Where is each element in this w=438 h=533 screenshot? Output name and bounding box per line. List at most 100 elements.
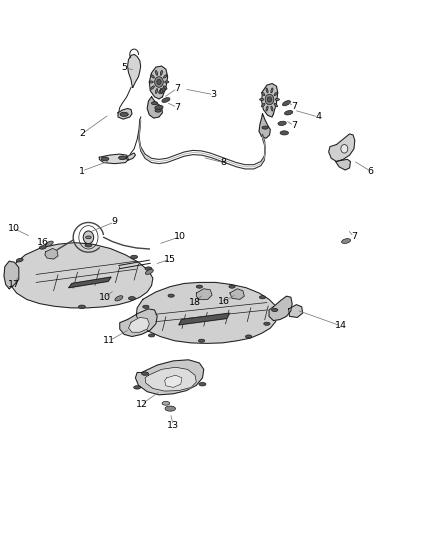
Ellipse shape — [145, 269, 153, 274]
Polygon shape — [69, 277, 111, 288]
Polygon shape — [230, 289, 244, 300]
Text: 14: 14 — [335, 321, 347, 330]
Ellipse shape — [155, 106, 163, 110]
Ellipse shape — [266, 88, 268, 93]
Text: 10: 10 — [7, 224, 20, 233]
Ellipse shape — [261, 92, 265, 95]
Ellipse shape — [264, 322, 270, 325]
Ellipse shape — [261, 103, 265, 107]
Text: 11: 11 — [103, 336, 115, 345]
Ellipse shape — [131, 255, 138, 259]
Text: 6: 6 — [367, 166, 374, 175]
Ellipse shape — [342, 239, 350, 244]
Text: 10: 10 — [99, 293, 111, 302]
Text: 12: 12 — [135, 400, 148, 409]
Ellipse shape — [119, 156, 126, 160]
Ellipse shape — [45, 241, 53, 246]
Text: 10: 10 — [174, 232, 186, 241]
Ellipse shape — [278, 121, 286, 125]
Polygon shape — [136, 282, 278, 343]
Ellipse shape — [120, 112, 128, 116]
Polygon shape — [99, 154, 128, 164]
Polygon shape — [179, 313, 230, 325]
Ellipse shape — [285, 110, 293, 115]
Ellipse shape — [199, 383, 206, 386]
Polygon shape — [120, 309, 157, 336]
Text: 7: 7 — [174, 103, 180, 112]
Ellipse shape — [145, 267, 152, 270]
Polygon shape — [4, 261, 19, 289]
Polygon shape — [135, 360, 204, 395]
Text: 2: 2 — [79, 130, 85, 139]
Polygon shape — [328, 134, 355, 161]
Ellipse shape — [78, 305, 85, 309]
Circle shape — [267, 97, 272, 102]
Ellipse shape — [115, 296, 123, 301]
Ellipse shape — [245, 335, 252, 338]
Ellipse shape — [198, 339, 205, 342]
Circle shape — [341, 144, 348, 153]
Ellipse shape — [271, 106, 273, 111]
Ellipse shape — [165, 406, 176, 411]
Ellipse shape — [271, 88, 273, 93]
Text: 15: 15 — [164, 255, 176, 264]
Ellipse shape — [266, 106, 268, 111]
Ellipse shape — [86, 236, 91, 239]
Text: 3: 3 — [211, 90, 217, 99]
Text: 13: 13 — [167, 421, 180, 430]
Ellipse shape — [134, 386, 141, 389]
Ellipse shape — [155, 70, 158, 75]
Text: 7: 7 — [174, 84, 180, 93]
Ellipse shape — [149, 81, 153, 83]
Text: 5: 5 — [121, 63, 127, 72]
Ellipse shape — [283, 101, 290, 106]
Circle shape — [157, 79, 161, 85]
Polygon shape — [149, 66, 168, 99]
Ellipse shape — [155, 109, 161, 112]
Ellipse shape — [148, 334, 155, 337]
Polygon shape — [126, 153, 135, 160]
Ellipse shape — [259, 296, 266, 299]
Ellipse shape — [274, 92, 278, 95]
Ellipse shape — [168, 294, 174, 297]
Polygon shape — [259, 114, 270, 138]
Ellipse shape — [155, 88, 158, 93]
Polygon shape — [165, 375, 182, 387]
Ellipse shape — [275, 99, 279, 101]
Text: 7: 7 — [291, 121, 297, 130]
Ellipse shape — [85, 244, 92, 247]
Polygon shape — [196, 289, 212, 300]
Ellipse shape — [272, 309, 278, 311]
Polygon shape — [145, 367, 196, 391]
Ellipse shape — [128, 296, 135, 300]
Text: 1: 1 — [79, 166, 85, 175]
Ellipse shape — [141, 372, 148, 375]
Text: 7: 7 — [291, 102, 297, 111]
Circle shape — [83, 231, 94, 244]
Ellipse shape — [162, 98, 170, 102]
Polygon shape — [261, 84, 278, 117]
Ellipse shape — [39, 246, 46, 249]
Text: 8: 8 — [220, 158, 226, 167]
Ellipse shape — [143, 305, 149, 309]
Polygon shape — [10, 243, 153, 308]
Text: 16: 16 — [37, 238, 49, 247]
Text: 17: 17 — [7, 280, 20, 289]
Ellipse shape — [280, 131, 289, 135]
Ellipse shape — [160, 70, 162, 75]
Ellipse shape — [16, 259, 23, 262]
Text: 9: 9 — [112, 217, 117, 227]
Ellipse shape — [165, 81, 169, 83]
Polygon shape — [269, 296, 292, 320]
Text: 18: 18 — [189, 298, 201, 307]
Polygon shape — [147, 97, 162, 118]
Text: 16: 16 — [218, 297, 230, 306]
Ellipse shape — [163, 86, 167, 90]
Ellipse shape — [162, 401, 170, 405]
Polygon shape — [336, 159, 350, 170]
Ellipse shape — [152, 102, 158, 105]
Text: 4: 4 — [315, 112, 321, 122]
Ellipse shape — [160, 88, 162, 93]
Ellipse shape — [151, 75, 154, 78]
Ellipse shape — [151, 86, 154, 90]
